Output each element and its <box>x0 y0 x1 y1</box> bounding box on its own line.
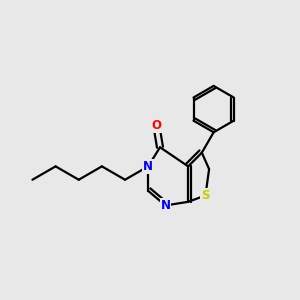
Text: N: N <box>160 199 170 212</box>
Text: S: S <box>201 189 210 202</box>
Text: O: O <box>152 119 161 132</box>
Text: N: N <box>143 160 153 173</box>
